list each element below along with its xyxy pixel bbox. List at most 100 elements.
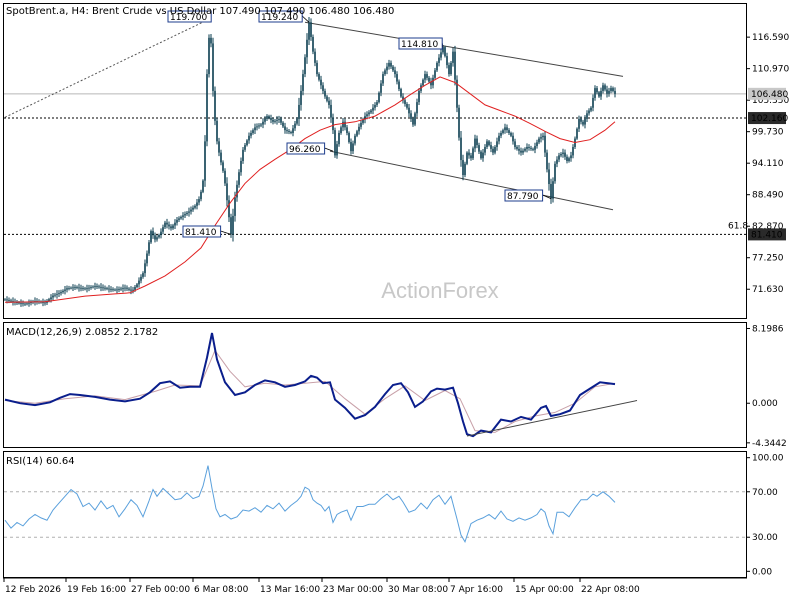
candle-body: [128, 288, 130, 290]
candle-body: [512, 135, 514, 142]
candle-body: [302, 74, 304, 91]
candle-body: [484, 146, 486, 153]
candle-body: [402, 96, 404, 101]
candle-body: [172, 225, 174, 229]
macd-tick-label: -4.3442: [752, 439, 787, 449]
candle-body: [150, 231, 152, 243]
rsi-panel-frame: [3, 451, 747, 578]
candle-body: [346, 127, 348, 133]
candle-body: [350, 142, 352, 152]
candle-body: [478, 145, 480, 152]
marker-label: 81.410: [185, 228, 217, 238]
candle-body: [558, 155, 560, 160]
time-tick-label: 22 Apr 08:00: [581, 585, 640, 595]
candle-body: [4, 299, 6, 301]
candle-body: [554, 163, 556, 182]
candle-body: [66, 288, 68, 290]
candle-body: [332, 117, 334, 131]
candle-body: [278, 118, 280, 120]
macd-main-line: [4, 332, 616, 438]
candle-body: [600, 90, 602, 97]
candle-body: [426, 74, 428, 78]
candle-body: [492, 148, 494, 153]
candle-body: [498, 135, 500, 142]
marker-label: 119.700: [170, 13, 207, 23]
candle-body: [92, 286, 94, 288]
candle-body: [310, 22, 312, 37]
candle-body: [246, 140, 248, 146]
rsi-tick-label: 30.00: [752, 533, 778, 543]
candle-body: [312, 36, 314, 52]
candle-body: [46, 301, 48, 303]
candle-body: [552, 181, 554, 199]
candle-body: [490, 145, 492, 149]
candle-body: [504, 127, 506, 131]
price-tick-label: 88.490: [752, 191, 784, 201]
candle-body: [556, 159, 558, 164]
candle-body: [200, 191, 202, 200]
candle-body: [440, 52, 442, 58]
rsi-tick-label: 0.00: [752, 567, 772, 577]
marker-label: 119.240: [261, 13, 298, 23]
candle-body: [370, 110, 372, 113]
candle-body: [220, 152, 222, 163]
candle-body: [196, 202, 198, 206]
watermark: ActionForex: [381, 278, 498, 303]
macd-tick-label: 0.000: [752, 399, 778, 409]
channel-lower-line: [329, 150, 614, 211]
time-tick-label: 15 Apr 00:00: [515, 585, 574, 595]
candle-body: [404, 100, 406, 104]
candle-body: [564, 152, 566, 157]
level-tag: 81.410: [751, 230, 783, 240]
candle-body: [394, 70, 396, 75]
candle-body: [158, 235, 160, 238]
candle-body: [102, 287, 104, 289]
candle-body: [84, 288, 86, 290]
candle-body: [432, 77, 434, 86]
candle-body: [136, 284, 138, 288]
candle-body: [52, 295, 54, 298]
candle-body: [486, 141, 488, 147]
candle-body: [438, 57, 440, 63]
candle-body: [232, 215, 234, 235]
candle-body: [580, 118, 582, 122]
candle-body: [424, 74, 426, 80]
time-axis: 12 Feb 2026 19 Feb 16:00 27 Feb 00:00 6 Mar…: [3, 578, 640, 595]
candle-body: [464, 163, 466, 176]
candle-body: [542, 135, 544, 138]
candle-body: [452, 51, 454, 63]
candle-body: [510, 132, 512, 136]
price-panel-frame: [3, 3, 747, 319]
candle-body: [584, 118, 586, 125]
last-price-tag-bg: [748, 87, 786, 100]
candle-body: [160, 231, 162, 236]
candle-body: [448, 65, 450, 75]
candle-body: [592, 97, 594, 108]
candle-body: [502, 130, 504, 133]
candle-body: [380, 83, 382, 93]
candle-body: [114, 289, 116, 291]
candle-body: [78, 287, 80, 289]
rsi-line: [4, 465, 616, 544]
candle-body: [368, 112, 370, 115]
candle-body: [140, 276, 142, 281]
candle-body: [482, 152, 484, 159]
candle-body: [340, 127, 342, 133]
candle-body: [470, 155, 472, 159]
candle-body: [254, 127, 256, 131]
candle-body: [342, 121, 344, 128]
candle-body: [324, 90, 326, 97]
macd-axis: 8.1986 0.000 -4.3442: [747, 324, 787, 449]
marker-connector: [220, 230, 232, 235]
candle-body: [286, 130, 288, 132]
candle-body: [106, 288, 108, 290]
rsi-axis: 100.00 70.00 30.00 0.00: [747, 454, 784, 577]
candle-body: [586, 113, 588, 119]
candle-body: [124, 287, 126, 289]
candle-body: [244, 145, 246, 150]
level-tag: 102.160: [751, 114, 788, 124]
rsi-guide-lines: [4, 491, 746, 538]
candle-body: [126, 287, 128, 289]
candle-body: [222, 162, 224, 171]
candle-body: [374, 104, 376, 108]
